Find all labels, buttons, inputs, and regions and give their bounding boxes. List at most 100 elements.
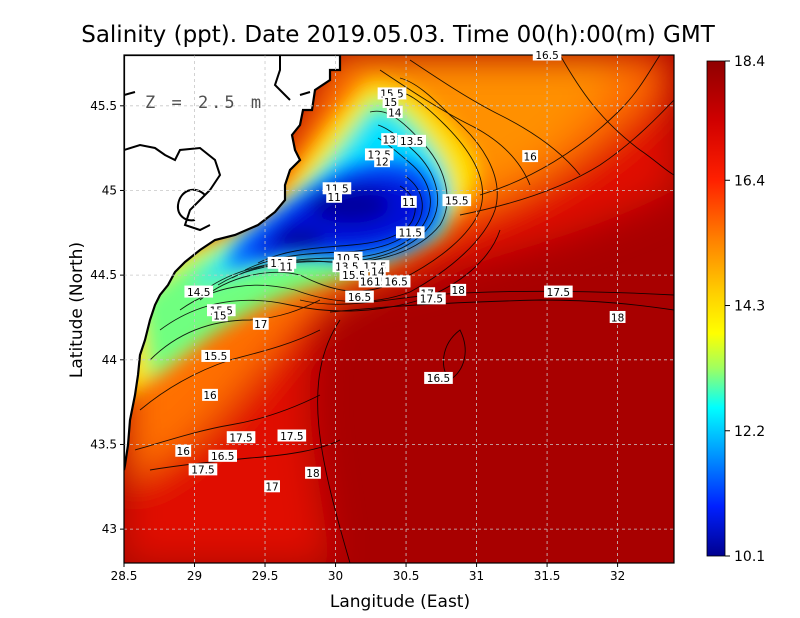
contour-label-box-33 — [201, 349, 230, 362]
contour-label-box-14 — [278, 260, 295, 273]
contour-label-text-22: 16.5 — [384, 277, 407, 289]
colorbar-ticks: 18.4 16.4 14.3 12.2 10.1 — [725, 54, 765, 565]
contour-label-32: 17 — [252, 317, 269, 331]
contour-label-text-7: 16 — [523, 151, 537, 163]
contour-label-6: 12 — [374, 155, 390, 168]
contour-label-text-39: 16.5 — [211, 451, 234, 463]
contour-label-37: 17.5 — [277, 429, 307, 443]
contour-label-box-1 — [382, 95, 399, 108]
colorbar-tick-label-4: 10.1 — [734, 549, 765, 565]
contour-label-text-26: 18 — [452, 285, 465, 297]
colorbar-tick-label-1: 16.4 — [734, 173, 765, 189]
contour-label-box-43 — [532, 48, 562, 61]
contour-label-box-2 — [386, 106, 403, 119]
contour-label-38: 16 — [175, 444, 192, 458]
contour-label-text-29: 14.5 — [187, 287, 210, 299]
contour-label-text-38: 16 — [177, 446, 191, 458]
y-axis-label: Latitude (North) — [67, 242, 87, 378]
contour-label-7: 16 — [522, 150, 539, 163]
contour-label-10: 11 — [400, 195, 417, 209]
contour-label-12: 11.5 — [395, 226, 425, 240]
contour-label-20: 16 — [358, 275, 375, 289]
contour-label-box-38 — [175, 444, 192, 457]
salinity-field — [124, 55, 674, 563]
contour-label-34: 16.5 — [424, 371, 453, 385]
contour-label-text-2: 14 — [388, 107, 402, 119]
contour-label-28: 18 — [609, 310, 626, 324]
colorbar-tick-label-3: 12.2 — [734, 424, 765, 440]
contour-label-box-34 — [424, 371, 453, 384]
contour-label-box-27 — [544, 285, 573, 298]
contour-label-text-36: 17.5 — [229, 432, 252, 444]
contour-label-box-6 — [374, 155, 390, 168]
contour-label-14: 11 — [278, 260, 295, 273]
contour-label-box-10 — [400, 195, 417, 208]
contour-label-39: 16.5 — [208, 449, 238, 463]
y-tick-label-5: 45.5 — [90, 99, 117, 113]
contour-label-box-9 — [326, 190, 343, 203]
contour-label-text-14: 11 — [279, 261, 292, 273]
contour-label-11: 15.5 — [442, 194, 472, 207]
contour-label-text-25: 17.5 — [420, 294, 443, 306]
contour-label-text-12: 11.5 — [399, 228, 422, 240]
y-tick-label-4: 45 — [102, 183, 117, 197]
contour-label-text-33: 15.5 — [204, 351, 227, 363]
contour-label-text-3: 13 — [382, 134, 395, 146]
y-tick-label-3: 44.5 — [90, 268, 117, 282]
chart-title: Salinity (ppt). Date 2019.05.03. Time 00… — [81, 22, 715, 48]
x-axis-label: Langitude (East) — [330, 592, 470, 612]
contour-label-text-37: 17.5 — [280, 431, 303, 443]
contour-label-text-27: 17.5 — [547, 287, 570, 299]
contour-label-box-3 — [381, 133, 398, 146]
contour-label-35: 16 — [202, 388, 218, 402]
contour-label-text-43: 16.5 — [535, 50, 558, 62]
contour-label-box-41 — [305, 466, 321, 479]
y-axis-ticks: 43 43.5 44 44.5 45 45.5 — [90, 99, 124, 536]
contour-label-25: 17.5 — [417, 292, 446, 306]
contour-label-box-4 — [397, 134, 426, 147]
contour-label-text-40: 17.5 — [191, 465, 214, 477]
contour-label-box-35 — [202, 388, 218, 401]
contour-label-box-36 — [226, 431, 256, 444]
contour-label-box-7 — [522, 150, 539, 163]
contour-label-43: 16.5 — [532, 48, 562, 62]
contour-label-text-23: 16.5 — [348, 292, 371, 304]
contour-label-box-29 — [184, 285, 214, 298]
north-lagoon-outline — [124, 55, 311, 101]
x-tick-label-0: 28.5 — [111, 569, 138, 583]
contour-label-text-41: 18 — [306, 468, 319, 480]
contour-label-box-19 — [369, 265, 386, 278]
x-tick-label-3: 30 — [328, 569, 343, 583]
contour-label-26: 18 — [450, 283, 467, 297]
x-tick-label-6: 31.5 — [534, 569, 561, 583]
contour-label-23: 16.5 — [345, 290, 374, 304]
contour-label-text-31: 15 — [213, 311, 226, 323]
contour-label-box-25 — [417, 292, 446, 305]
x-tick-label-5: 31 — [469, 569, 484, 583]
y-tick-label-2: 44 — [102, 353, 117, 367]
contour-label-22: 16.5 — [381, 275, 411, 289]
contour-label-box-23 — [345, 290, 374, 303]
river-outline — [176, 188, 206, 222]
contour-label-2: 14 — [386, 106, 403, 119]
contour-label-text-10: 11 — [402, 197, 415, 209]
contour-label-box-31 — [211, 309, 228, 322]
contour-label-9: 11 — [326, 190, 343, 204]
contour-label-box-11 — [442, 194, 472, 207]
field-navy-west — [275, 228, 325, 252]
contour-label-box-20 — [358, 275, 375, 288]
y-tick-label-1: 43.5 — [90, 437, 117, 451]
contour-label-box-26 — [450, 283, 467, 296]
contour-label-31: 15 — [211, 309, 228, 323]
x-tick-label-7: 32 — [610, 569, 625, 583]
contour-label-text-32: 17 — [254, 319, 267, 331]
contour-label-33: 15.5 — [201, 349, 230, 363]
x-tick-label-1: 29 — [187, 569, 202, 583]
contour-label-box-42 — [264, 480, 280, 493]
contour-label-box-28 — [609, 310, 626, 323]
contour-label-36: 17.5 — [226, 431, 256, 444]
plot-frame — [123, 54, 675, 564]
contour-label-text-28: 18 — [611, 312, 624, 324]
field-north-orange — [340, 55, 620, 186]
